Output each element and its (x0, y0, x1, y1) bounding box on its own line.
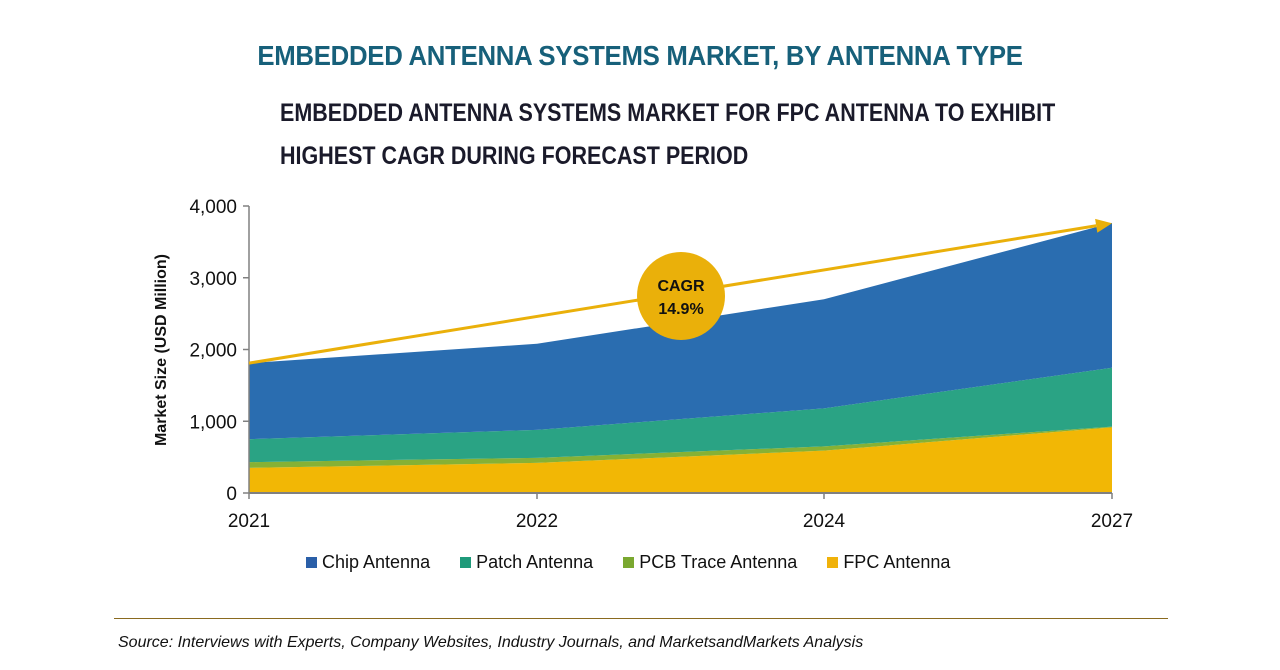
legend-label: Patch Antenna (476, 552, 594, 572)
legend-label: FPC Antenna (843, 552, 951, 572)
cagr-badge (637, 252, 725, 340)
legend-item-pcb-trace-antenna: PCB Trace Antenna (623, 552, 797, 573)
cagr-value: 14.9% (658, 301, 703, 318)
y-tick-label: 1,000 (189, 412, 237, 433)
x-tick-label: 2024 (803, 511, 846, 532)
legend-swatch-patch (460, 557, 472, 568)
legend-item-fpc-antenna: FPC Antenna (827, 552, 950, 573)
y-tick-label: 3,000 (189, 269, 237, 290)
x-tick-label: 2027 (1091, 511, 1133, 532)
y-axis-label: Market Size (USD Million) (153, 254, 170, 446)
legend-swatch-chip (306, 557, 317, 568)
source-note: Source: Interviews with Experts, Company… (118, 634, 864, 651)
subtitle-line-1: EMBEDDED ANTENNA SYSTEMS MARKET FOR FPC … (280, 99, 1056, 127)
chart-title: EMBEDDED ANTENNA SYSTEMS MARKET, BY ANTE… (257, 40, 1023, 71)
y-tick-label: 4,000 (189, 197, 237, 218)
area-pcb-trace-antenna (249, 426, 1112, 468)
subtitle-line-2: HIGHEST CAGR DURING FORECAST PERIOD (280, 142, 749, 170)
legend-label: PCB Trace Antenna (639, 552, 798, 572)
legend-label: Chip Antenna (322, 552, 431, 572)
x-tick-label: 2021 (228, 511, 270, 532)
legend-swatch-pcb (623, 557, 635, 568)
cagr-label: CAGR (657, 278, 705, 295)
y-tick-label: 0 (226, 484, 237, 505)
area-fpc-antenna (249, 427, 1112, 493)
x-tick-label: 2022 (516, 511, 558, 532)
chart-subtitle: EMBEDDED ANTENNA SYSTEMS MARKET FOR FPC … (280, 92, 1055, 178)
y-tick-label: 2,000 (189, 341, 237, 362)
legend-item-patch-antenna: Patch Antenna (460, 552, 593, 573)
cagr-annotation: CAGR 14.9% (248, 218, 1112, 365)
footer-divider (114, 618, 1168, 619)
legend: Chip Antenna Patch Antenna PCB Trace Ant… (306, 552, 980, 573)
area-patch-antenna (249, 367, 1112, 463)
axes: 0 1,000 2,000 3,000 4,000 2021 2022 2024 2027 Mar… (153, 197, 1133, 532)
legend-swatch-fpc (827, 557, 839, 568)
legend-item-chip-antenna: Chip Antenna (306, 552, 430, 573)
cagr-arrow-head (1095, 218, 1112, 233)
